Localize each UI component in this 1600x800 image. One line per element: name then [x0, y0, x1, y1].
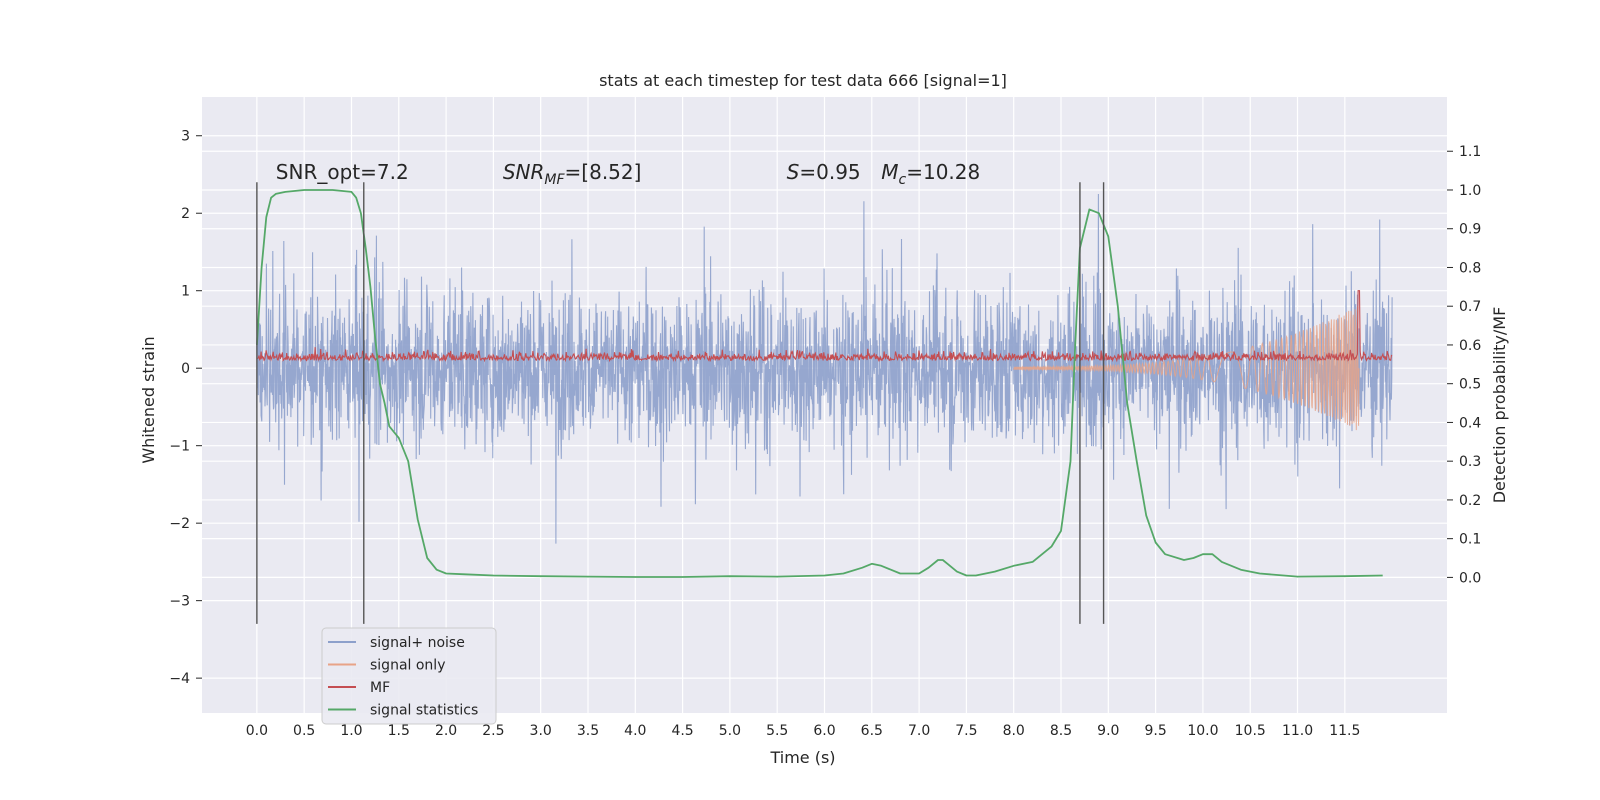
annotation-text: S=0.95 — [787, 160, 861, 184]
y2-tick-label: 0.6 — [1459, 338, 1481, 354]
y-tick-label: 2 — [181, 206, 190, 222]
x-tick-label: 7.5 — [955, 723, 977, 739]
y-tick-label: 0 — [181, 361, 190, 377]
annotation-text: SNRMF=[8.52] — [503, 160, 642, 188]
x-tick-label: 0.0 — [246, 723, 268, 739]
x-tick-label: 4.5 — [671, 723, 693, 739]
legend-label: MF — [370, 680, 390, 696]
x-tick-label: 9.5 — [1144, 723, 1166, 739]
x-tick-label: 2.5 — [482, 723, 504, 739]
y-axis-label: Whitened strain — [139, 336, 158, 463]
x-tick-label: 3.0 — [530, 723, 552, 739]
series-signal-noise — [256, 193, 1393, 544]
legend: signal+ noise signal only MF signal statist… — [321, 627, 497, 725]
x-tick-label: 4.0 — [624, 723, 646, 739]
x-tick-label: 1.0 — [340, 723, 362, 739]
x-tick-label: 7.0 — [908, 723, 930, 739]
y2-tick-label: 0.0 — [1459, 570, 1481, 586]
chart-title: stats at each timestep for test data 666… — [599, 71, 1007, 90]
y-tick-label: −4 — [169, 671, 190, 687]
x-tick-label: 0.5 — [293, 723, 315, 739]
x-tick-label: 6.0 — [813, 723, 835, 739]
legend-label: signal only — [370, 658, 445, 674]
x-tick-label: 6.5 — [861, 723, 883, 739]
x-tick-label: 8.5 — [1050, 723, 1072, 739]
x-axis-label: Time (s) — [769, 748, 835, 767]
series-signal-only — [1013, 306, 1360, 431]
annotation-text: Mc=10.28 — [881, 160, 980, 188]
x-tick-label: 1.5 — [388, 723, 410, 739]
y2-axis-label: Detection probability/MF — [1490, 307, 1509, 504]
x-tick-label: 5.0 — [719, 723, 741, 739]
x-tick-label: 11.5 — [1329, 723, 1360, 739]
y-tick-label: −2 — [169, 516, 190, 532]
y-tick-label: −3 — [169, 594, 190, 610]
y-tick-label: −1 — [169, 439, 190, 455]
legend-box — [321, 627, 497, 725]
tick-layer: 0.0 0.5 1.0 1.5 2.0 2.5 3.0 3.5 4.0 4.5 5.0 5.5 6.0 6… — [169, 129, 1481, 739]
y2-tick-label: 1.1 — [1459, 144, 1481, 160]
x-tick-label: 9.0 — [1097, 723, 1119, 739]
x-tick-label: 11.0 — [1282, 723, 1313, 739]
x-tick-label: 8.0 — [1003, 723, 1025, 739]
annotation-text: SNR_opt=7.2 — [276, 160, 409, 184]
series-mf — [256, 290, 1393, 363]
y-tick-label: 1 — [181, 284, 190, 300]
series-layer — [256, 189, 1393, 578]
series-signal-statistics — [256, 189, 1383, 578]
legend-label: signal+ noise — [370, 635, 465, 651]
x-tick-label: 10.5 — [1235, 723, 1266, 739]
legend-label: signal statistics — [370, 703, 478, 719]
vline-layer — [256, 182, 1105, 624]
y2-tick-label: 0.9 — [1459, 222, 1481, 238]
x-tick-label: 5.5 — [766, 723, 788, 739]
y2-tick-label: 0.2 — [1459, 493, 1481, 509]
y2-tick-label: 0.7 — [1459, 299, 1481, 315]
y2-tick-label: 0.3 — [1459, 454, 1481, 470]
y2-tick-label: 0.4 — [1459, 415, 1481, 431]
y2-tick-label: 0.5 — [1459, 377, 1481, 393]
x-tick-label: 2.0 — [435, 723, 457, 739]
annotation-layer: SNR_opt=7.2 SNRMF=[8.52] S=0.95 Mc=10.28 — [276, 160, 980, 188]
x-tick-label: 3.5 — [577, 723, 599, 739]
x-tick-label: 10.0 — [1187, 723, 1218, 739]
y2-tick-label: 1.0 — [1459, 183, 1481, 199]
y2-tick-label: 0.1 — [1459, 532, 1481, 548]
y-tick-label: 3 — [181, 129, 190, 145]
y2-tick-label: 0.8 — [1459, 260, 1481, 276]
